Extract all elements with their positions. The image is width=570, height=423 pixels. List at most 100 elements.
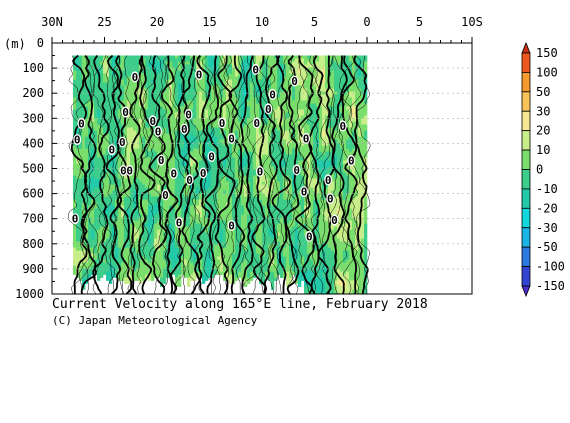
velocity-cell [88,106,92,110]
velocity-cell [145,187,149,191]
velocity-cell [244,241,248,245]
velocity-cell [244,229,248,233]
velocity-cell [250,193,254,197]
velocity-cell [97,268,101,272]
velocity-cell [214,97,218,101]
velocity-cell [199,244,203,248]
velocity-cell [154,166,158,170]
velocity-cell [229,148,233,152]
velocity-cell [226,64,230,68]
velocity-cell [184,274,188,278]
velocity-cell [112,118,116,122]
velocity-cell [223,229,227,233]
velocity-cell [73,181,77,185]
velocity-cell [262,199,266,203]
velocity-cell [214,202,218,206]
velocity-cell [229,88,233,92]
velocity-cell [268,235,272,239]
velocity-cell [238,118,242,122]
velocity-cell [169,265,173,269]
velocity-cell [193,58,197,62]
velocity-cell [226,94,230,98]
velocity-cell [94,259,98,263]
velocity-cell [241,265,245,269]
velocity-cell [214,229,218,233]
velocity-cell [250,271,254,275]
velocity-cell [148,97,152,101]
velocity-cell [241,85,245,89]
velocity-cell [127,58,131,62]
velocity-cell [127,100,131,104]
velocity-cell [214,70,218,74]
velocity-cell [211,103,215,107]
velocity-cell [262,256,266,260]
velocity-cell [265,193,269,197]
velocity-cell [208,172,212,176]
velocity-cell [220,133,224,137]
velocity-cell [106,193,110,197]
velocity-cell [151,220,155,224]
velocity-cell [217,256,221,260]
velocity-cell [256,163,260,167]
velocity-cell [163,175,167,179]
velocity-cell [88,103,92,107]
velocity-cell [241,247,245,251]
velocity-cell [211,223,215,227]
velocity-cell [94,235,98,239]
velocity-cell [106,202,110,206]
velocity-cell [250,202,254,206]
velocity-cell [253,259,257,263]
velocity-cell [148,190,152,194]
velocity-cell [133,226,137,230]
velocity-cell [124,133,128,137]
velocity-cell [103,256,107,260]
velocity-cell [175,148,179,152]
velocity-cell [118,223,122,227]
velocity-cell [175,112,179,116]
velocity-cell [178,250,182,254]
velocity-cell [265,142,269,146]
velocity-cell [166,85,170,89]
velocity-cell [268,214,272,218]
velocity-cell [163,214,167,218]
velocity-cell [139,226,143,230]
velocity-cell [169,262,173,266]
velocity-cell [145,265,149,269]
velocity-cell [151,226,155,230]
velocity-cell [133,82,137,86]
velocity-cell [220,94,224,98]
velocity-cell [250,187,254,191]
velocity-cell [268,259,272,263]
velocity-cell [139,187,143,191]
velocity-cell [88,214,92,218]
velocity-cell [181,196,185,200]
velocity-cell [109,172,113,176]
velocity-cell [235,166,239,170]
velocity-cell [121,160,125,164]
velocity-cell [199,223,203,227]
velocity-cell [235,181,239,185]
velocity-cell [172,265,176,269]
velocity-cell [262,196,266,200]
velocity-cell [220,235,224,239]
velocity-cell [73,64,77,68]
velocity-cell [154,181,158,185]
velocity-cell [124,265,128,269]
velocity-cell [232,100,236,104]
velocity-cell [196,268,200,272]
velocity-cell [109,184,113,188]
velocity-cell [163,163,167,167]
velocity-cell [154,232,158,236]
velocity-cell [91,58,95,62]
velocity-cell [109,274,113,278]
velocity-cell [97,160,101,164]
velocity-cell [196,85,200,89]
velocity-cell [139,106,143,110]
velocity-cell [127,97,131,101]
velocity-cell [259,199,263,203]
velocity-cell [163,85,167,89]
velocity-cell [202,100,206,104]
velocity-cell [190,235,194,239]
velocity-cell [142,196,146,200]
velocity-cell [148,274,152,278]
